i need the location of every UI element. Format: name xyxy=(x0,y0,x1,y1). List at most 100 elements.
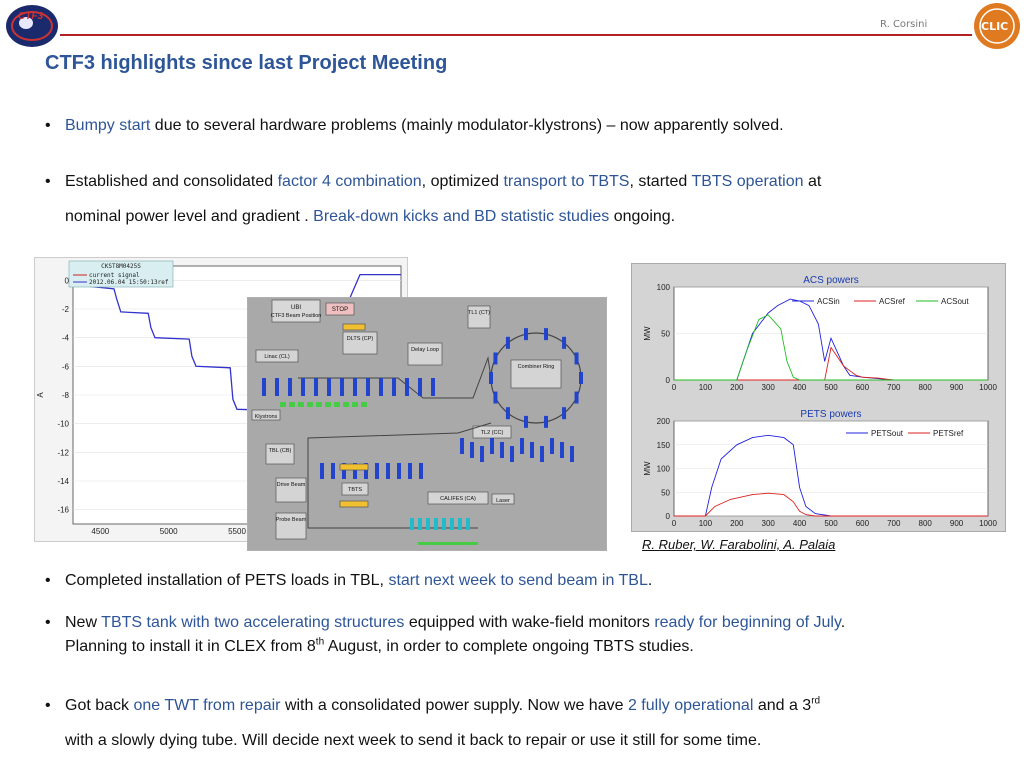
ctf3-logo: CTF3 xyxy=(4,3,60,49)
bullet-4-text-a: New xyxy=(65,614,102,631)
ring-bpm-marker xyxy=(489,372,493,384)
section-label: Combiner Ring xyxy=(518,364,555,370)
y-tick-label: 0 xyxy=(666,376,671,385)
legend-label: ACSref xyxy=(879,297,906,306)
y-tick-label: -2 xyxy=(62,305,70,314)
section-box xyxy=(265,443,295,465)
x-tick-label: 200 xyxy=(730,383,744,392)
x-tick-label: 900 xyxy=(950,383,964,392)
ring-bpm-marker xyxy=(544,415,549,428)
bpm-marker xyxy=(331,463,335,479)
bpm-marker xyxy=(327,378,331,396)
section-label: TL2 (CC) xyxy=(481,430,504,436)
x-tick-label: 600 xyxy=(856,519,870,528)
x-tick-label: 500 xyxy=(824,519,838,528)
bpm-marker xyxy=(419,463,423,479)
series-line-acsref xyxy=(674,346,988,381)
series-line-petsref xyxy=(674,492,988,517)
bullet-5-highlight-a: one TWT from repair xyxy=(133,697,281,714)
tbts-highlight xyxy=(339,500,369,508)
stop-label: STOP xyxy=(332,307,348,313)
bpm-marker xyxy=(379,378,383,396)
synoptic-title-box xyxy=(271,299,321,323)
section-box xyxy=(275,512,307,540)
klystron-status xyxy=(316,402,322,407)
section-box xyxy=(275,477,307,503)
bpm-marker xyxy=(431,378,435,396)
series-line-acsout xyxy=(674,314,988,381)
ring-bpm-marker xyxy=(493,352,498,365)
bullet-3-text-a: Completed installation of PETS loads in … xyxy=(65,572,389,589)
klystron-status xyxy=(289,402,295,407)
bpm-marker xyxy=(500,442,504,458)
y-tick-label: 200 xyxy=(657,417,671,426)
y-axis-label: A xyxy=(36,392,45,398)
section-label: Klystrons xyxy=(255,414,278,420)
klystron-status xyxy=(325,402,331,407)
synoptic-title-line2: CTF3 Beam Position xyxy=(271,313,322,319)
bpm-marker xyxy=(275,378,279,396)
section-box xyxy=(251,409,281,421)
y-axis-label: MW xyxy=(643,461,652,476)
legend-label: current signal xyxy=(89,272,140,279)
y-tick-label: -16 xyxy=(57,506,69,515)
legend-box xyxy=(68,260,174,288)
series-line-acsin xyxy=(674,298,988,381)
bpm-marker-cyan xyxy=(418,518,422,530)
clic-logo: CLIC xyxy=(972,0,1022,50)
bullet-1-highlight: Bumpy start xyxy=(65,117,151,134)
bpm-marker xyxy=(480,446,484,462)
bullet-2-text-c: , started xyxy=(629,173,692,190)
legend-title: CKST8M0425S xyxy=(101,263,141,270)
bullet-5-text-d: with a slowly dying tube. Will decide ne… xyxy=(65,732,762,749)
x-tick-label: 400 xyxy=(793,519,807,528)
bpm-marker-cyan xyxy=(466,518,470,530)
section-label: TBL (CB) xyxy=(269,448,292,454)
bullet-2-text-b: , optimized xyxy=(421,173,504,190)
bullet-4-text-c: . xyxy=(840,614,846,631)
ring-bpm-marker xyxy=(523,415,528,428)
bullet-1-text: due to several hardware problems (mainly… xyxy=(150,117,784,134)
bpm-marker xyxy=(342,463,346,479)
bullet-5-sup: rd xyxy=(811,695,821,707)
bullet-2-highlight-c: TBTS operation xyxy=(691,173,804,190)
legend-label: ACSin xyxy=(817,297,840,306)
ring-bpm-marker xyxy=(493,391,498,404)
section-label: Laser xyxy=(496,498,510,504)
power-charts-panel: 0 50 100 0 100 200 300 400 500 600 700 800 900 1000 AC… xyxy=(631,263,1006,532)
bpm-marker xyxy=(530,442,534,458)
bpm-marker xyxy=(470,442,474,458)
bpm-marker xyxy=(550,438,554,454)
bpm-marker xyxy=(364,463,368,479)
section-box xyxy=(427,491,489,505)
bullet-2-text-f: ongoing. xyxy=(609,208,676,225)
bullet-4-text-e: August, in order to complete ongoing TBT… xyxy=(324,638,694,655)
x-tick-label: 5500 xyxy=(228,527,246,536)
bpm-marker xyxy=(262,378,266,396)
ring-bpm-marker xyxy=(562,336,567,349)
bpm-marker xyxy=(490,438,494,454)
dlts-highlight xyxy=(342,323,366,331)
y-tick-label: -8 xyxy=(62,391,70,400)
legend-label: 2012.06.04 15:50:13ref xyxy=(89,279,169,286)
bpm-marker xyxy=(520,438,524,454)
bpm-marker xyxy=(375,463,379,479)
section-box xyxy=(342,331,378,355)
bullet-2-highlight-b: transport to TBTS xyxy=(503,173,630,190)
klystron-status xyxy=(280,402,286,407)
klystron-status xyxy=(298,402,304,407)
y-tick-label: 100 xyxy=(657,465,671,474)
section-box xyxy=(491,493,515,505)
y-tick-label: 0 xyxy=(666,512,671,521)
x-tick-label: 0 xyxy=(672,519,677,528)
x-tick-label: 700 xyxy=(887,383,901,392)
section-label: TBTS xyxy=(348,487,362,493)
x-tick-label: 700 xyxy=(887,519,901,528)
author-label: R. Corsini xyxy=(880,19,928,30)
citation: R. Ruber, W. Farabolini, A. Palaia xyxy=(642,537,836,552)
bpm-marker xyxy=(570,446,574,462)
bullet-2-highlight-d: Break-down kicks and BD statistic studie… xyxy=(313,208,610,225)
section-label: Delay Loop xyxy=(411,347,439,353)
bpm-marker xyxy=(418,378,422,396)
